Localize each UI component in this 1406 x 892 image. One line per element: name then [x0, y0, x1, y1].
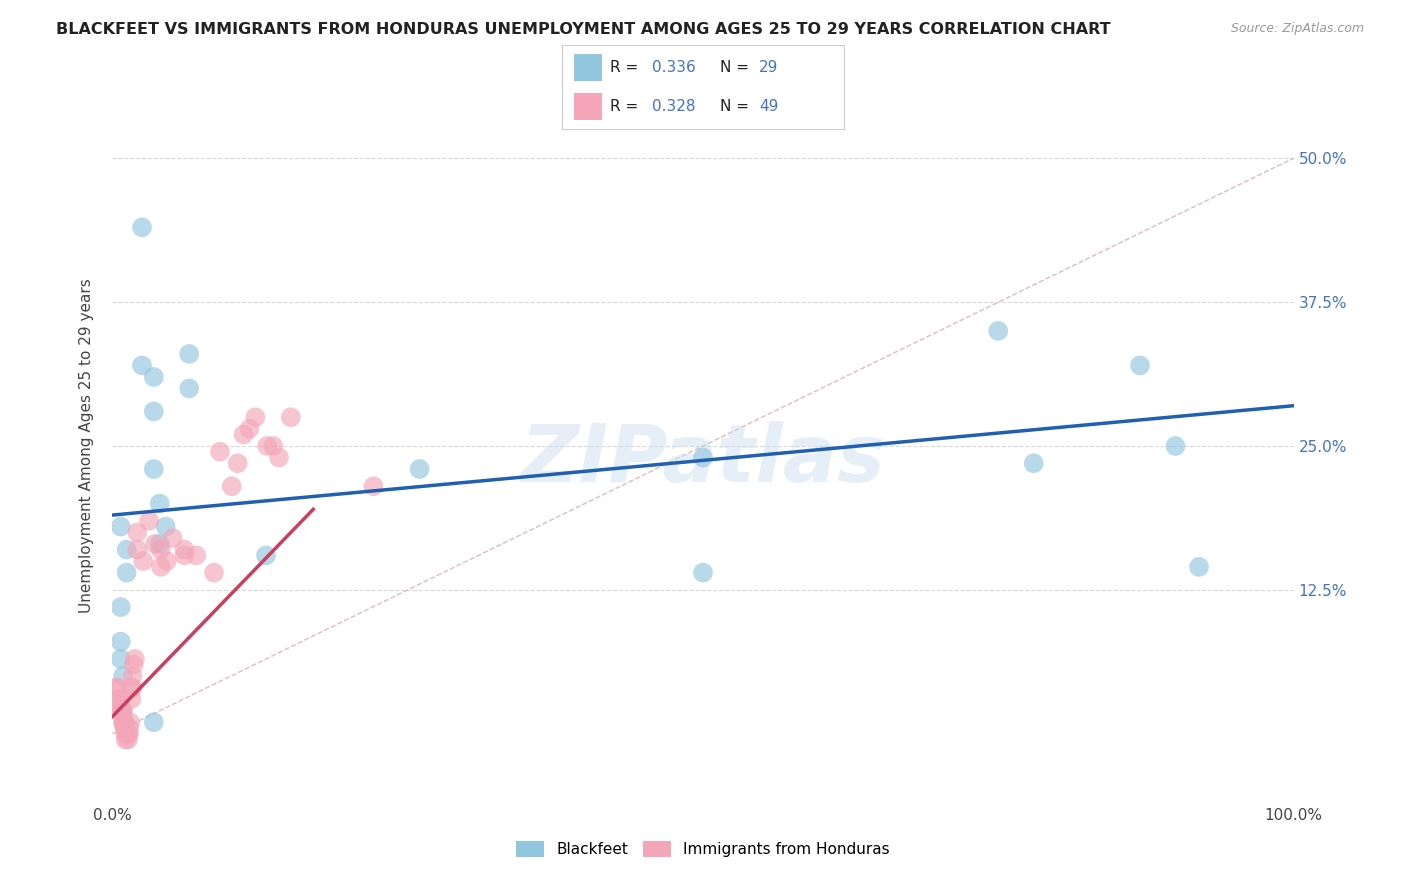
- Text: R =: R =: [610, 99, 644, 114]
- Text: ZIPatlas: ZIPatlas: [520, 421, 886, 500]
- Point: [245, 410, 267, 425]
- Point: [114, 727, 136, 741]
- Point: [114, 721, 136, 735]
- Point: [120, 715, 142, 730]
- Point: [226, 456, 249, 470]
- Point: [112, 715, 135, 730]
- Point: [138, 514, 160, 528]
- Point: [221, 479, 243, 493]
- Point: [105, 681, 128, 695]
- Point: [1188, 559, 1211, 574]
- Point: [124, 652, 146, 666]
- Point: [142, 404, 165, 418]
- Point: [131, 220, 153, 235]
- Point: [107, 692, 129, 706]
- Point: [1164, 439, 1187, 453]
- Point: [120, 692, 142, 706]
- Point: [267, 450, 290, 465]
- Text: 29: 29: [759, 60, 779, 75]
- Point: [142, 370, 165, 384]
- Point: [112, 715, 135, 730]
- Text: R =: R =: [610, 60, 644, 75]
- Point: [156, 554, 179, 568]
- Text: 0.336: 0.336: [652, 60, 696, 75]
- Point: [179, 381, 201, 395]
- Text: BLACKFEET VS IMMIGRANTS FROM HONDURAS UNEMPLOYMENT AMONG AGES 25 TO 29 YEARS COR: BLACKFEET VS IMMIGRANTS FROM HONDURAS UN…: [56, 22, 1111, 37]
- Point: [118, 727, 141, 741]
- Point: [149, 542, 172, 557]
- Point: [1022, 456, 1045, 470]
- Point: [120, 681, 142, 695]
- Point: [254, 549, 277, 563]
- Point: [363, 479, 385, 493]
- Point: [149, 497, 172, 511]
- Legend: Blackfeet, Immigrants from Honduras: Blackfeet, Immigrants from Honduras: [510, 835, 896, 863]
- Point: [262, 439, 284, 453]
- Point: [179, 347, 201, 361]
- Point: [238, 422, 260, 436]
- Y-axis label: Unemployment Among Ages 25 to 29 years: Unemployment Among Ages 25 to 29 years: [79, 278, 94, 614]
- Point: [112, 704, 135, 718]
- Point: [127, 525, 149, 540]
- Point: [208, 444, 231, 458]
- Point: [111, 704, 134, 718]
- Point: [112, 721, 135, 735]
- Point: [110, 519, 132, 533]
- Point: [692, 450, 714, 465]
- Point: [111, 704, 134, 718]
- Point: [112, 669, 135, 683]
- Point: [155, 519, 177, 533]
- Point: [256, 439, 278, 453]
- Point: [132, 554, 155, 568]
- Point: [142, 715, 165, 730]
- Point: [112, 709, 135, 723]
- Point: [202, 566, 225, 580]
- Point: [186, 549, 208, 563]
- Text: 0.328: 0.328: [652, 99, 696, 114]
- Point: [162, 531, 184, 545]
- Point: [232, 427, 254, 442]
- Point: [110, 652, 132, 666]
- Point: [110, 634, 132, 648]
- Point: [149, 559, 172, 574]
- Point: [280, 410, 302, 425]
- Point: [142, 462, 165, 476]
- Point: [121, 681, 143, 695]
- Point: [122, 657, 145, 672]
- Point: [118, 721, 141, 735]
- Point: [131, 359, 153, 373]
- Point: [127, 542, 149, 557]
- Text: 49: 49: [759, 99, 779, 114]
- Point: [115, 566, 138, 580]
- Point: [408, 462, 430, 476]
- Point: [173, 542, 195, 557]
- Point: [121, 669, 143, 683]
- Point: [108, 698, 131, 712]
- Text: N =: N =: [720, 60, 754, 75]
- Point: [173, 549, 195, 563]
- Point: [114, 732, 136, 747]
- Point: [692, 566, 714, 580]
- Point: [105, 681, 128, 695]
- Point: [1129, 359, 1152, 373]
- Point: [149, 537, 172, 551]
- Point: [108, 692, 131, 706]
- Text: N =: N =: [720, 99, 754, 114]
- Point: [987, 324, 1010, 338]
- Point: [112, 715, 135, 730]
- Point: [115, 542, 138, 557]
- Point: [117, 732, 139, 747]
- Bar: [574, 93, 602, 120]
- Point: [110, 600, 132, 615]
- Point: [117, 727, 139, 741]
- Text: Source: ZipAtlas.com: Source: ZipAtlas.com: [1230, 22, 1364, 36]
- Point: [143, 537, 166, 551]
- Bar: [574, 54, 602, 81]
